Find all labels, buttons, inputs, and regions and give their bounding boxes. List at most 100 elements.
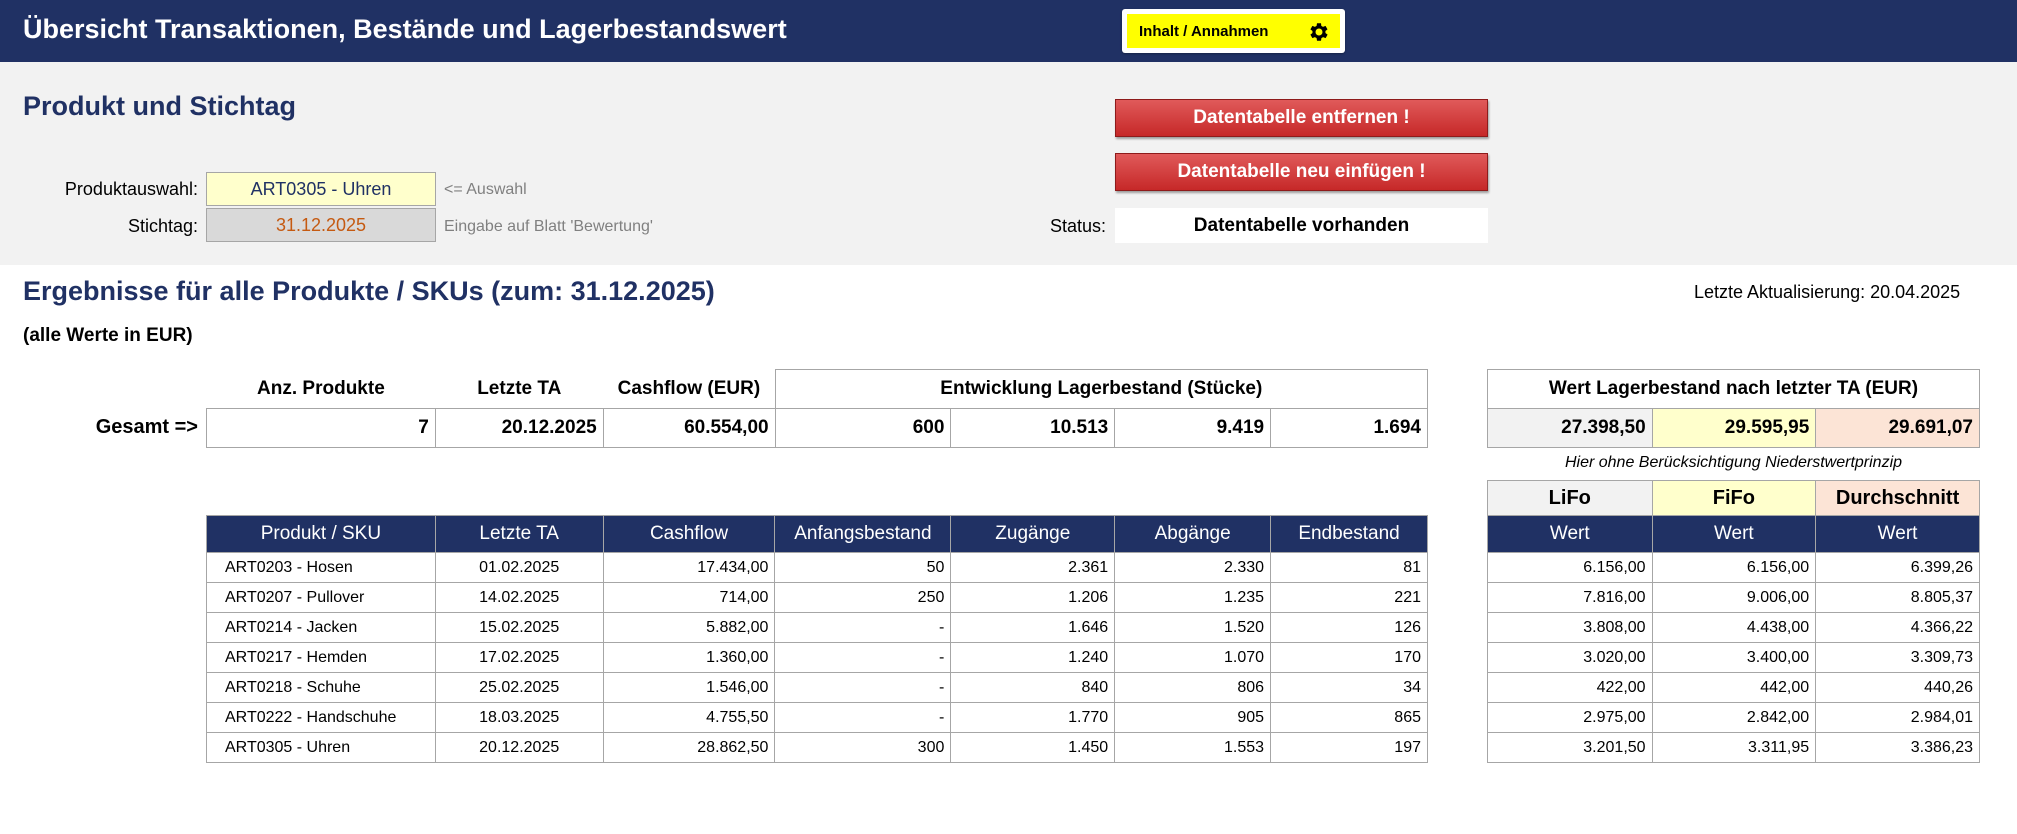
table-cell: ART0222 - Handschuhe: [206, 702, 436, 733]
table-cell: 1.553: [1114, 732, 1272, 763]
valuation-cell: 6.399,26: [1815, 552, 1980, 583]
table-cell: 17.02.2025: [434, 642, 604, 673]
table-cell: 1.770: [950, 702, 1116, 733]
total-lifo: 27.398,50: [1487, 408, 1653, 448]
table-cell: 25.02.2025: [434, 672, 604, 703]
valuation-row: 3.020,00 3.400,00 3.309,73: [1487, 642, 1980, 673]
summary-table: Anz. Produkte Letzte TA Cashflow (EUR) E…: [206, 369, 1429, 448]
valuation-row: 7.816,00 9.006,00 8.805,37: [1487, 582, 1980, 613]
table-cell: 1.546,00: [602, 672, 776, 703]
table-cell: 2.361: [950, 552, 1116, 583]
method-header: FiFo: [1651, 480, 1817, 516]
product-select[interactable]: ART0305 - Uhren: [206, 172, 436, 206]
table-cell: -: [774, 702, 952, 733]
table-cell: 01.02.2025: [434, 552, 604, 583]
valuation-row: 422,00 442,00 440,26: [1487, 672, 1980, 703]
selection-title: Produkt und Stichtag: [23, 91, 296, 121]
info-button-label: Inhalt / Annahmen: [1139, 23, 1269, 40]
table-cell: 1.646: [950, 612, 1116, 643]
valuation-row: 3.808,00 4.438,00 4.366,22: [1487, 612, 1980, 643]
valuation-note: Hier ohne Berücksichtigung Niederstwertp…: [1564, 454, 1903, 471]
product-label: Produktauswahl:: [64, 179, 198, 199]
valuation-cell: 7.816,00: [1487, 582, 1653, 613]
info-button[interactable]: Inhalt / Annahmen: [1122, 9, 1345, 53]
gear-icon: [1310, 23, 1328, 41]
table-row: ART0305 - Uhren 20.12.2025 28.862,50 300 1.4…: [206, 732, 1428, 763]
table-cell: ART0217 - Hemden: [206, 642, 436, 673]
title-bar: Übersicht Transaktionen, Bestände und La…: [0, 0, 2017, 62]
total-fifo: 29.595,95: [1651, 408, 1817, 448]
table-cell: 50: [774, 552, 952, 583]
table-cell: -: [774, 642, 952, 673]
total-avg: 29.691,07: [1815, 408, 1980, 448]
table-cell: 1.206: [950, 582, 1116, 613]
valuation-row: 6.156,00 6.156,00 6.399,26: [1487, 552, 1980, 583]
table-cell: ART0203 - Hosen: [206, 552, 436, 583]
valuation-cell: 6.156,00: [1651, 552, 1817, 583]
valuation-cell: 2.984,01: [1815, 702, 1980, 733]
valuation-cell: 3.309,73: [1815, 642, 1980, 673]
total-in: 10.513: [950, 408, 1116, 448]
valuation-table: LiFo FiFo Durchschnitt Wert Wert Wert 6.156,…: [1487, 480, 1980, 763]
table-row: ART0222 - Handschuhe 18.03.2025 4.755,50-1…: [206, 702, 1428, 733]
table-cell: 1.520: [1114, 612, 1272, 643]
table-cell: ART0207 - Pullover: [206, 582, 436, 613]
table-cell: 4.755,50: [602, 702, 776, 733]
valuation-cell: 8.805,37: [1815, 582, 1980, 613]
valuation-cell: 4.438,00: [1651, 612, 1817, 643]
table-cell: 1.450: [950, 732, 1116, 763]
last-update: Letzte Aktualisierung: 20.04.2025: [1694, 282, 1961, 302]
table-cell: ART0214 - Jacken: [206, 612, 436, 643]
column-header: Cashflow: [602, 515, 776, 553]
valuation-cell: 2.975,00: [1487, 702, 1653, 733]
products-table: Produkt / SKU Letzte TA Cashflow Anfangsbes…: [206, 515, 1428, 763]
table-cell: 15.02.2025: [434, 612, 604, 643]
table-cell: 28.862,50: [602, 732, 776, 763]
table-cell: ART0218 - Schuhe: [206, 672, 436, 703]
table-cell: 300: [774, 732, 952, 763]
column-header: Letzte TA: [434, 515, 604, 553]
table-cell: 34: [1270, 672, 1428, 703]
summary-header-cashflow: Cashflow (EUR): [617, 377, 761, 399]
table-cell: 806: [1114, 672, 1272, 703]
valuation-cell: 6.156,00: [1487, 552, 1653, 583]
table-cell: 221: [1270, 582, 1428, 613]
date-field: 31.12.2025: [206, 208, 436, 242]
column-header: Abgänge: [1114, 515, 1272, 553]
table-cell: 840: [950, 672, 1116, 703]
table-row: ART0217 - Hemden 17.02.2025 1.360,00-1.240…: [206, 642, 1428, 673]
valuation-cell: 3.386,23: [1815, 732, 1980, 763]
total-label: Gesamt =>: [95, 416, 198, 438]
summary-header-last-ta: Letzte TA: [477, 377, 562, 399]
remove-table-button[interactable]: Datentabelle entfernen !: [1115, 99, 1488, 137]
insert-table-button[interactable]: Datentabelle neu einfügen !: [1115, 153, 1488, 191]
product-hint: <= Auswahl: [444, 181, 527, 198]
table-cell: 197: [1270, 732, 1428, 763]
table-cell: 5.882,00: [602, 612, 776, 643]
valuation-cell: 3.808,00: [1487, 612, 1653, 643]
total-last-ta: 20.12.2025: [434, 408, 604, 448]
value-summary-table: Wert Lagerbestand nach letzter TA (EUR) …: [1487, 369, 1980, 448]
summary-header-count: Anz. Produkte: [257, 377, 385, 399]
table-cell: -: [774, 612, 952, 643]
unit-note: (alle Werte in EUR): [23, 325, 193, 346]
column-header: Anfangsbestand: [774, 515, 952, 553]
table-row: ART0218 - Schuhe 25.02.2025 1.546,00-840 80…: [206, 672, 1428, 703]
table-cell: 1.070: [1114, 642, 1272, 673]
table-cell: 2.330: [1114, 552, 1272, 583]
valuation-cell: 2.842,00: [1651, 702, 1817, 733]
summary-header-development: Entwicklung Lagerbestand (Stücke): [774, 369, 1429, 409]
valuation-row: 2.975,00 2.842,00 2.984,01: [1487, 702, 1980, 733]
table-cell: 1.235: [1114, 582, 1272, 613]
value-summary-header: Wert Lagerbestand nach letzter TA (EUR): [1487, 369, 1980, 409]
table-cell: 18.03.2025: [434, 702, 604, 733]
status-value: Datentabelle vorhanden: [1115, 208, 1488, 243]
table-cell: 250: [774, 582, 952, 613]
total-end: 1.694: [1270, 408, 1428, 448]
table-cell: 1.360,00: [602, 642, 776, 673]
column-header: Zugänge: [950, 515, 1116, 553]
valuation-cell: 3.201,50: [1487, 732, 1653, 763]
valuation-cell: 3.311,95: [1651, 732, 1817, 763]
valuation-cell: 442,00: [1651, 672, 1817, 703]
total-cashflow: 60.554,00: [602, 408, 776, 448]
